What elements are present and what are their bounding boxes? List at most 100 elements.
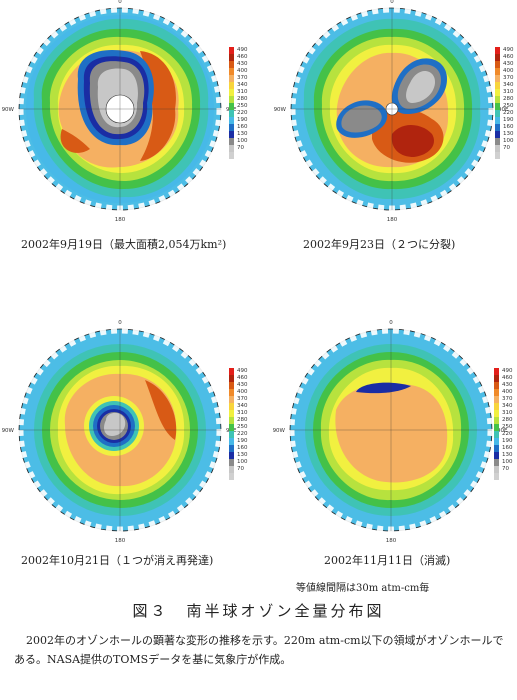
colorbar-swatch: [495, 131, 500, 138]
colorbar-tick-label: 100: [237, 138, 248, 144]
colorbar-swatch: [494, 438, 499, 445]
colorbar-tick-label: 430: [237, 61, 248, 67]
figure-description: 2002年のオゾンホールの顕著な変形の推移を示す。220m atm-cm以下の領…: [14, 634, 504, 666]
colorbar-tick-label: 340: [502, 403, 513, 409]
colorbar-tick-label: 490: [503, 47, 514, 53]
colorbar-swatch: [229, 438, 234, 445]
colorbar-tick-label: 250: [502, 424, 513, 430]
colorbar-tick-label: 70: [237, 466, 244, 472]
colorbar-tick-label: 310: [237, 410, 248, 416]
colorbar-3: 490 460 430 400 370 340 310 280 250 220 190 160 130 1…: [229, 368, 259, 484]
colorbar-swatch: [495, 145, 500, 152]
map-label-top: 0: [389, 320, 393, 326]
colorbar-swatch: [495, 124, 500, 131]
colorbar-tick-label: 400: [502, 389, 513, 395]
colorbar-swatch: [229, 68, 234, 75]
colorbar-swatch: [229, 152, 234, 159]
colorbar-swatch: [229, 368, 234, 375]
map-label-bottom: 180: [115, 538, 126, 544]
colorbar-2: 490 460 430 400 370 340 310 280 250 220 190 160 130 1…: [495, 47, 517, 163]
colorbar-tick-label: 310: [502, 410, 513, 416]
colorbar-swatch: [494, 431, 499, 438]
colorbar-swatch: [229, 382, 234, 389]
colorbar-swatch: [229, 61, 234, 68]
colorbar-swatch: [495, 110, 500, 117]
colorbar-swatch: [229, 473, 234, 480]
ozone-map-1: 0 90W 90E 180: [2, 0, 237, 223]
colorbar-swatch: [229, 110, 234, 117]
colorbar-swatch: [229, 96, 234, 103]
colorbar-swatch: [229, 403, 234, 410]
colorbar-4: 490 460 430 400 370 340 310 280 250 220 190 160 130 1…: [494, 368, 517, 484]
colorbar-swatch: [229, 417, 234, 424]
colorbar-swatch: [494, 382, 499, 389]
colorbar-swatch: [494, 424, 499, 431]
colorbar-swatch: [229, 47, 234, 54]
colorbar-tick-label: 370: [237, 75, 248, 81]
ozone-map-panel-1: 0 90W 90E 180 49046043040037034031028025…: [2, 0, 255, 223]
panel-3-caption: 2002年10月21日（１つが消え再発達): [21, 554, 214, 567]
colorbar-tick-label: 130: [237, 452, 248, 458]
colorbar-tick-label: 220: [237, 110, 248, 116]
colorbar-swatch: [495, 89, 500, 96]
contour-interval-note: 等値線間隔は30m atm-cm毎: [296, 583, 430, 594]
colorbar-tick-label: 370: [503, 75, 514, 81]
colorbar-tick-label: 190: [503, 117, 514, 123]
colorbar-tick-label: 220: [503, 110, 514, 116]
colorbar-swatch: [229, 54, 234, 61]
colorbar-tick-label: 460: [502, 375, 513, 381]
map-label-bottom: 180: [387, 217, 398, 223]
colorbar-tick-label: 70: [503, 145, 510, 151]
colorbar-tick-label: 370: [237, 396, 248, 402]
colorbar-tick-label: 430: [237, 382, 248, 388]
colorbar-swatch: [494, 466, 499, 473]
colorbar-tick-label: 310: [503, 89, 514, 95]
colorbar-swatch: [229, 117, 234, 124]
colorbar-swatch: [494, 452, 499, 459]
colorbar-tick-label: 490: [237, 368, 248, 374]
ozone-map-panel-4: 0 90W 90E 180 490 460 430 400 370 340 310 280 25…: [273, 320, 517, 544]
map-label-left: 90W: [274, 107, 287, 113]
colorbar-swatch: [229, 82, 234, 89]
map-label-top: 0: [390, 0, 394, 5]
colorbar-swatch: [229, 459, 234, 466]
colorbar-tick-label: 70: [237, 145, 244, 151]
colorbar-tick-label: 280: [237, 96, 248, 102]
colorbar-tick-label: 160: [503, 124, 514, 130]
colorbar-swatch: [494, 417, 499, 424]
colorbar-tick-label: 280: [237, 417, 248, 423]
colorbar-swatch: [494, 459, 499, 466]
panel-2-caption: 2002年9月23日（２つに分裂): [303, 238, 456, 251]
map-label-right: 90E: [497, 428, 508, 434]
colorbar-tick-label: 250: [503, 103, 514, 109]
colorbar-tick-label: 460: [237, 375, 248, 381]
colorbar-swatch: [229, 131, 234, 138]
colorbar-swatch: [495, 138, 500, 145]
ozone-map-panel-3: 0 90W 90E 180 49046043040037034031028025…: [2, 320, 255, 544]
figure-title: 図３ 南半球オゾン全量分布図: [132, 602, 385, 620]
colorbar-tick-label: 340: [237, 82, 248, 88]
colorbar-swatch: [229, 431, 234, 438]
colorbar-swatch: [494, 410, 499, 417]
colorbar-tick-label: 310: [237, 89, 248, 95]
colorbar-tick-label: 70: [502, 466, 509, 472]
colorbar-tick-label: 130: [502, 452, 513, 458]
colorbar-tick-label: 280: [503, 96, 514, 102]
map-label-left: 90W: [273, 428, 286, 434]
map-label-right: 90E: [498, 107, 509, 113]
colorbar-tick-label: 490: [502, 368, 513, 374]
colorbar-swatch: [229, 138, 234, 145]
colorbar-swatch: [494, 445, 499, 452]
colorbar-swatch: [229, 75, 234, 82]
colorbar-swatch: [229, 89, 234, 96]
ozone-map-4: 0 90W 90E 180: [273, 320, 508, 544]
colorbar-swatch: [494, 403, 499, 410]
colorbar-swatch: [495, 117, 500, 124]
colorbar-swatch: [495, 103, 500, 110]
colorbar-1: 490 460 430 400 370 340 310 280 250 220 190 160 130 1…: [229, 47, 259, 163]
colorbar-swatch: [229, 452, 234, 459]
colorbar-tick-label: 130: [503, 131, 514, 137]
colorbar-swatch: [494, 375, 499, 382]
colorbar-tick-label: 400: [237, 68, 248, 74]
ozone-map-3: 0 90W 90E 180: [2, 320, 237, 544]
